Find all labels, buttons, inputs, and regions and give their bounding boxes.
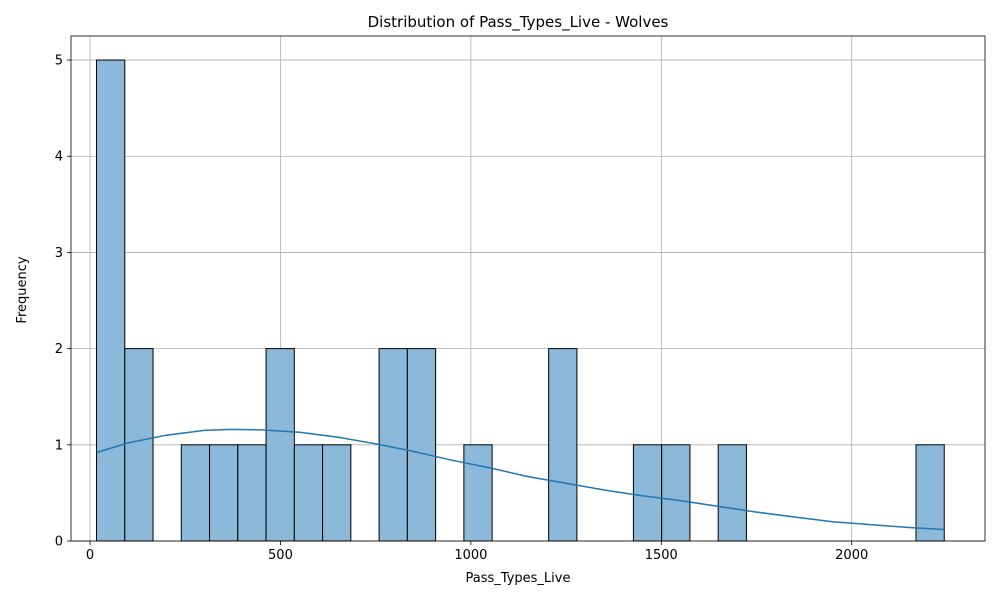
x-tick-label: 1000 [454, 548, 487, 563]
histogram-bar [717, 444, 747, 542]
histogram-bar [661, 444, 691, 542]
x-axis-ticks: 0 500 1000 1500 2000 [86, 541, 868, 563]
histogram-bar [237, 444, 267, 542]
histogram-bar [406, 348, 437, 542]
x-tick-label: 500 [268, 548, 293, 563]
histogram-bars [96, 59, 945, 542]
histogram-bar [915, 444, 945, 542]
y-axis-ticks: 0 1 2 3 4 5 [55, 54, 71, 550]
histogram-bar [632, 444, 663, 542]
y-axis-label: Frequency [15, 256, 30, 323]
x-axis-label: Pass_Types_Live [466, 571, 571, 586]
y-tick-label: 0 [55, 535, 63, 550]
y-tick-label: 4 [55, 150, 63, 165]
y-tick-label: 2 [55, 342, 63, 357]
histogram-bar [322, 444, 352, 542]
kde-curve [96, 428, 945, 531]
histogram-bar [463, 444, 493, 542]
y-tick-label: 1 [55, 438, 63, 453]
x-tick-label: 2000 [835, 548, 868, 563]
histogram-bar [548, 348, 578, 542]
chart-title: Distribution of Pass_Types_Live - Wolves [368, 13, 669, 32]
y-tick-label: 5 [55, 54, 63, 69]
histogram-bar [180, 444, 211, 542]
histogram-bar [265, 348, 295, 542]
histogram-bar [209, 444, 239, 542]
x-tick-label: 1500 [645, 548, 678, 563]
histogram-bar [293, 444, 324, 542]
plot-frame [70, 35, 986, 542]
y-tick-label: 3 [55, 246, 63, 261]
histogram-bar [96, 59, 126, 542]
histogram-bar [124, 348, 154, 542]
x-tick-label: 0 [86, 548, 94, 563]
